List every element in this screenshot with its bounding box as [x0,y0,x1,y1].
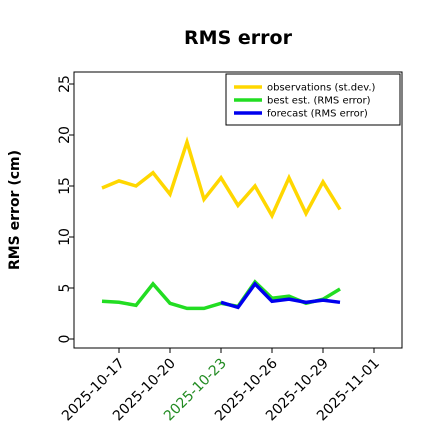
chart-title: RMS error [184,27,293,49]
series-line-2 [101,279,341,311]
legend-label: observations (st.dev.) [267,83,376,94]
y-tick-label: 20 [57,126,73,144]
series-layer [101,136,342,311]
y-tick-label: 0 [57,335,73,344]
y-tick-label: 25 [57,75,73,93]
y-axis-label: RMS error (cm) [7,150,23,270]
y-tick-label: 15 [57,177,73,195]
x-axis: 2025-10-172025-10-202025-10-232025-10-26… [59,348,383,424]
legend-label: best est. (RMS error) [267,96,371,107]
y-axis: 0 5 10 15 20 25 [57,75,74,343]
y-tick-label: 10 [57,228,73,246]
plot-area-frame [73,71,403,349]
legend-label: forecast (RMS error) [267,109,368,120]
series-line-1 [101,136,342,220]
series-line-3 [220,281,341,310]
legend: observations (st.dev.) best est. (RMS err… [225,73,401,126]
y-tick-label: 5 [57,284,73,293]
